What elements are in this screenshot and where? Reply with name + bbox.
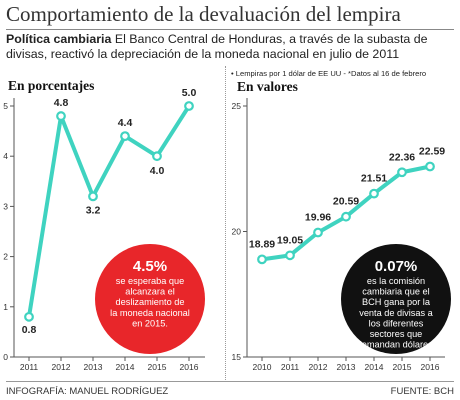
data-label: 4.4 xyxy=(118,117,133,129)
callout-text-line: es la comisión xyxy=(367,276,425,286)
series-line xyxy=(27,104,191,319)
callout-text-line: demandan dólares. xyxy=(357,340,436,350)
data-label: 20.59 xyxy=(333,196,359,208)
y-tick-label: 0 xyxy=(3,352,8,362)
footer-credit: INFOGRAFÍA: MANUEL RODRÍGUEZ xyxy=(6,386,169,397)
callout-text-line: venta de divisas a xyxy=(359,308,433,318)
data-point xyxy=(184,101,194,111)
data-point xyxy=(341,211,351,222)
chart-title: En porcentajes xyxy=(8,78,94,93)
y-tick-label: 15 xyxy=(232,352,242,362)
callout-text-line: cambiaria que el xyxy=(362,287,429,297)
data-point xyxy=(56,111,66,121)
x-tick-label: 2014 xyxy=(116,362,135,372)
x-tick-label: 2011 xyxy=(281,362,300,372)
intro-text: El Banco Central de Honduras, a través d… xyxy=(6,32,428,61)
y-tick-label: 25 xyxy=(232,101,242,111)
y-tick-label: 3 xyxy=(3,201,8,211)
data-label: 5.0 xyxy=(182,87,197,99)
x-tick-label: 2016 xyxy=(421,362,440,372)
callout-highlight: 0.07% xyxy=(375,258,418,275)
x-tick-label: 2015 xyxy=(148,362,167,372)
data-label: 3.2 xyxy=(86,204,101,216)
callout-highlight: 4.5% xyxy=(133,258,167,275)
data-label: 21.51 xyxy=(361,173,387,185)
intro-paragraph: Política cambiaria El Banco Central de H… xyxy=(6,32,456,62)
intro-bold-lead: Política cambiaria xyxy=(6,32,112,46)
y-tick-label: 5 xyxy=(3,101,8,111)
x-tick-label: 2015 xyxy=(393,362,412,372)
data-point xyxy=(88,191,98,202)
data-point xyxy=(152,151,162,162)
x-tick-label: 2014 xyxy=(365,362,384,372)
callout-circle xyxy=(95,244,205,354)
callout-text-line: se esperaba que xyxy=(116,276,184,286)
data-point xyxy=(313,227,323,238)
y-tick-label: 4 xyxy=(3,151,8,161)
y-tick-label: 1 xyxy=(3,302,8,312)
callout-text-line: sectores que xyxy=(370,329,423,339)
y-tick-label: 20 xyxy=(232,227,242,237)
x-tick-label: 2010 xyxy=(253,362,272,372)
data-point xyxy=(257,254,267,265)
footer: INFOGRAFÍA: MANUEL RODRÍGUEZ FUENTE: BCH xyxy=(6,381,454,398)
data-point xyxy=(369,188,379,199)
y-tick-label: 2 xyxy=(3,252,8,262)
data-point xyxy=(120,131,130,142)
callout-text-line: BCH gana por la xyxy=(362,297,431,307)
data-point xyxy=(397,167,407,178)
x-tick-label: 2013 xyxy=(84,362,103,372)
data-label: 4.0 xyxy=(150,165,165,177)
callout-text-line: en 2015. xyxy=(132,318,168,328)
callout-text-line: alcanzara el xyxy=(125,287,175,297)
chart-subtitle: • Lempiras por 1 dólar de EE UU - *Datos… xyxy=(231,69,426,78)
data-point xyxy=(425,161,435,172)
callout-text-line: la moneda nacional xyxy=(110,308,190,318)
callout-text-line: los diferentes xyxy=(369,318,424,328)
footer-source: FUENTE: BCH xyxy=(390,386,454,397)
data-label: 22.59 xyxy=(419,145,445,157)
data-label: 0.8 xyxy=(22,324,37,336)
data-point xyxy=(285,250,295,261)
x-tick-label: 2012 xyxy=(52,362,71,372)
data-label: 18.89 xyxy=(249,238,275,250)
data-label: 22.36 xyxy=(389,151,415,163)
data-point xyxy=(24,311,34,322)
panel-divider xyxy=(225,66,226,380)
x-tick-label: 2013 xyxy=(337,362,356,372)
x-tick-label: 2011 xyxy=(20,362,39,372)
x-tick-label: 2012 xyxy=(309,362,328,372)
data-label: 19.05 xyxy=(277,234,303,246)
x-tick-label: 2016 xyxy=(180,362,199,372)
infographic-title: Comportamiento de la devaluación del lem… xyxy=(6,2,454,30)
callout-text-line: deslizamiento de xyxy=(116,297,185,307)
data-label: 4.8 xyxy=(54,97,69,109)
data-label: 19.96 xyxy=(305,212,331,224)
callout-circle xyxy=(341,244,451,354)
chart-title: En valores xyxy=(237,79,298,94)
